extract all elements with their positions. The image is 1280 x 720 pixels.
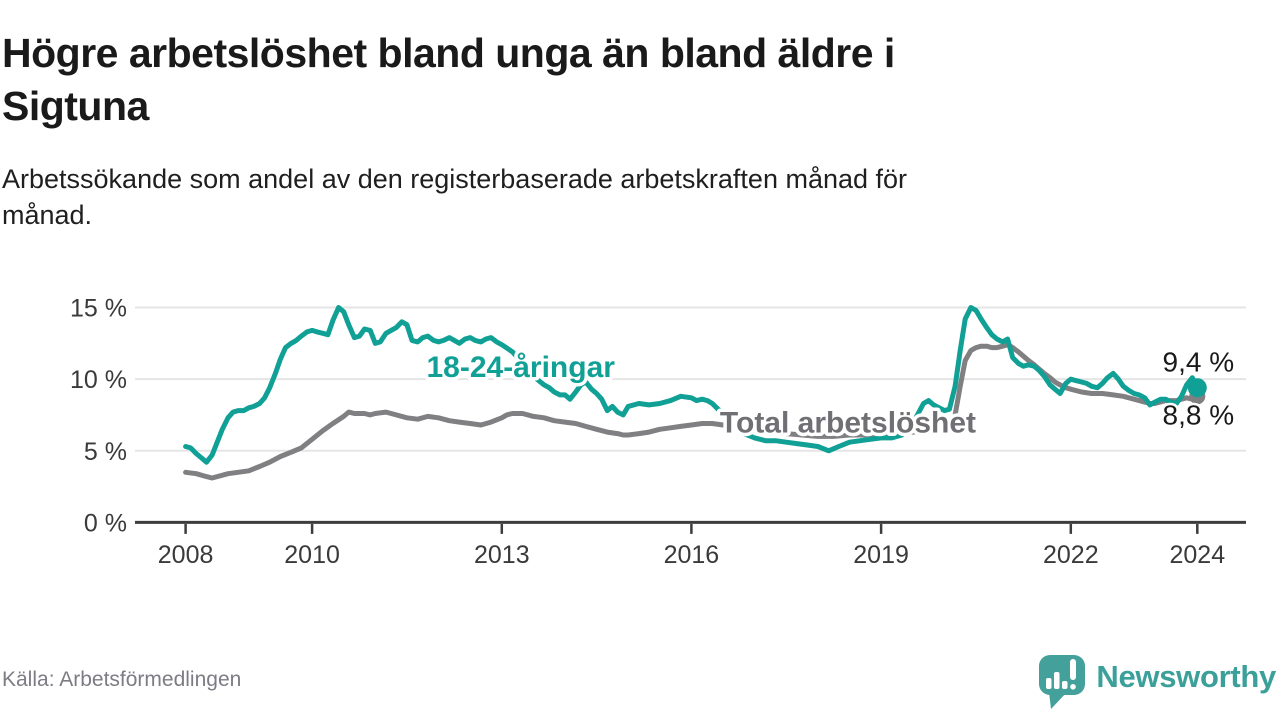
series-end-dot-18-24-ringar — [1187, 378, 1207, 398]
x-tick-label-2019: 2019 — [853, 541, 909, 569]
y-tick-label-15: 15 % — [70, 295, 127, 323]
page-title: Högre arbetslöshet bland unga än bland ä… — [2, 27, 1192, 133]
page-title-line1: Högre arbetslöshet bland unga än bland ä… — [2, 30, 895, 76]
y-tick-label-5: 5 % — [84, 438, 127, 466]
y-tick-label-0: 0 % — [84, 509, 127, 537]
x-tick-label-2016: 2016 — [664, 541, 720, 569]
newsworthy-logo: Newsworthy — [1037, 648, 1276, 716]
page-title-line2: Sigtuna — [2, 83, 149, 129]
y-tick-label-10: 10 % — [70, 366, 127, 394]
page-subtitle: Arbetssökande som andel av den registerb… — [2, 161, 1202, 233]
x-tick-label-2013: 2013 — [474, 541, 530, 569]
line-chart: 0 % 5 % 10 % 15 % 2008 2010 2013 2016 2019 2022 20… — [70, 295, 1246, 569]
page-subtitle-line2: månad. — [2, 200, 93, 230]
x-tick-label-2024: 2024 — [1169, 541, 1225, 569]
series-line-18-24-ringar — [183, 305, 1200, 465]
newsworthy-wordmark: Newsworthy — [1096, 659, 1276, 694]
chart-label-8-8: 8,8 % — [1163, 399, 1235, 430]
page-subtitle-line1: Arbetssökande som andel av den registerb… — [2, 164, 908, 194]
chart-label-9-4: 9,4 % — [1163, 346, 1235, 377]
chart-label-18-24-ringar: 18-24-åringar — [427, 351, 616, 384]
source-note: Källa: Arbetsförmedlingen — [2, 668, 242, 691]
x-tick-label-2008: 2008 — [158, 541, 214, 569]
newsworthy-speech-bubble-icon — [1039, 655, 1086, 709]
x-tick-label-2010: 2010 — [284, 541, 340, 569]
series-line-total-arbetsl-shet — [183, 342, 1200, 481]
x-tick-label-2022: 2022 — [1043, 541, 1099, 569]
chart-label-total-arbetsl-shet: Total arbetslöshet — [720, 406, 976, 439]
